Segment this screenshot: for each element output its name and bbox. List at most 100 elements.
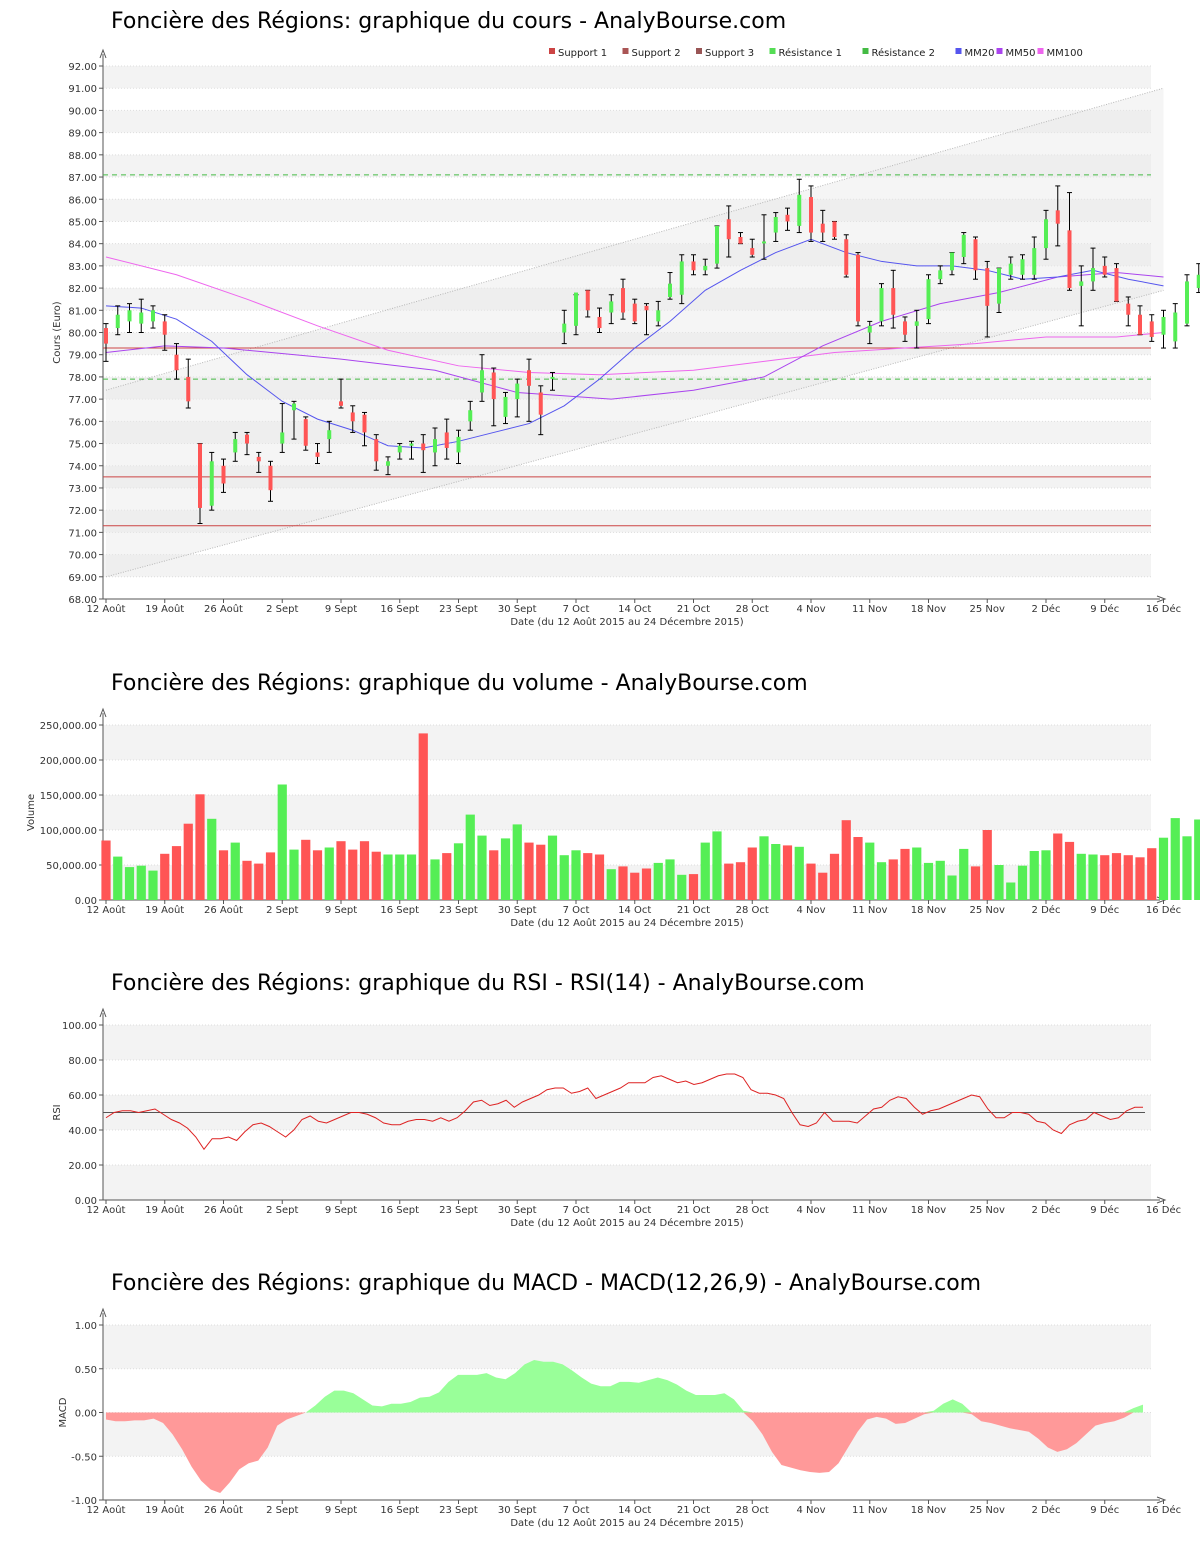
y-tick-label: 81.00 — [68, 306, 97, 317]
y-tick-label: 87.00 — [68, 173, 97, 184]
x-tick-label: 9 Déc — [1090, 603, 1119, 615]
volume-bar — [818, 872, 828, 900]
volume-bar — [536, 844, 546, 900]
y-tick-label: 83.00 — [68, 262, 97, 273]
candle-body — [151, 310, 155, 322]
grid-band — [103, 1165, 1151, 1200]
y-axis-label: Cours (Euro) — [52, 301, 63, 364]
x-tick-label: 21 Oct — [677, 1205, 710, 1216]
y-tick-label: 72.00 — [68, 506, 97, 517]
volume-bar — [430, 859, 440, 900]
candle-body — [268, 465, 273, 491]
x-axis-arrow — [1156, 595, 1167, 603]
volume-bar — [1158, 837, 1169, 900]
volume-bar — [406, 854, 417, 900]
volume-bar — [829, 853, 840, 900]
candle-body — [1055, 210, 1060, 224]
grid-band — [103, 243, 1151, 266]
x-tick-label: 16 Déc — [1146, 1504, 1181, 1516]
volume-bar — [994, 865, 1004, 900]
candle-body — [444, 432, 449, 448]
rsi-panel: Foncière des Régions: graphique du RSI -… — [0, 960, 1200, 1240]
y-tick-label: 80.00 — [68, 1056, 97, 1067]
candle-body — [797, 194, 802, 226]
x-tick-label: 25 Nov — [970, 604, 1006, 615]
x-tick-label: 11 Nov — [852, 905, 888, 916]
candle-body — [785, 214, 790, 222]
volume-bar — [1147, 848, 1157, 900]
y-tick-label: 89.00 — [68, 129, 97, 140]
candle-body — [1114, 268, 1119, 302]
volume-bar — [653, 862, 663, 900]
x-tick-label: 2 Sept — [266, 1505, 298, 1516]
candle-body — [550, 376, 555, 379]
x-tick-label: 16 Sept — [380, 905, 419, 916]
candle-body — [738, 237, 743, 244]
candle-body — [1008, 263, 1013, 275]
grid-band — [103, 66, 1151, 89]
volume-bar — [500, 838, 511, 900]
legend-swatch — [622, 48, 629, 54]
x-tick-label: 28 Oct — [736, 905, 769, 916]
volume-bar — [1088, 854, 1098, 900]
grid-band — [103, 376, 1151, 400]
candle-body — [773, 217, 778, 233]
volume-bar — [113, 856, 123, 900]
macd-panel: Foncière des Régions: graphique du MACD … — [0, 1260, 1200, 1545]
candle-body — [715, 225, 719, 264]
volume-bar — [923, 862, 934, 900]
price-panel: Foncière des Régions: graphique du cours… — [0, 0, 1200, 640]
volume-bar — [418, 733, 428, 900]
y-tick-label: 70.00 — [68, 551, 97, 562]
volume-bar — [160, 853, 170, 900]
x-tick-label: 19 Août — [145, 1504, 184, 1516]
candle-body — [104, 328, 108, 344]
grid-band — [103, 725, 1151, 760]
volume-bar — [1170, 818, 1180, 900]
x-tick-label: 26 Août — [204, 1204, 243, 1216]
x-tick-label: 18 Nov — [911, 905, 947, 916]
candle-body — [879, 288, 884, 322]
x-tick-label: 9 Sept — [325, 1505, 357, 1516]
candle-body — [115, 314, 120, 329]
candle-body — [914, 321, 919, 326]
x-tick-label: 21 Oct — [677, 905, 710, 916]
candle-body — [950, 252, 954, 271]
volume-bar — [630, 872, 640, 900]
volume-bar — [1041, 850, 1051, 900]
candle-body — [480, 370, 484, 393]
volume-bar — [336, 841, 346, 900]
x-tick-label: 28 Oct — [736, 604, 769, 615]
candle-body — [609, 301, 614, 313]
volume-bar — [970, 866, 981, 900]
volume-bar — [395, 854, 405, 900]
candle-body — [409, 443, 414, 446]
candle-body — [139, 312, 144, 324]
volume-bar — [254, 863, 264, 900]
candle-body — [339, 401, 343, 406]
y-axis-arrow — [99, 707, 107, 718]
y-tick-label: 0.00 — [75, 896, 97, 907]
volume-bar — [136, 865, 146, 900]
y-axis-label: MACD — [58, 1397, 69, 1427]
legend-label: Résistance 1 — [779, 47, 842, 59]
x-tick-label: 30 Sept — [498, 905, 537, 916]
y-tick-label: 68.00 — [68, 595, 97, 606]
candle-body — [327, 430, 332, 440]
x-tick-label: 23 Sept — [439, 1205, 478, 1216]
grid-band — [103, 1325, 1151, 1369]
volume-bar — [477, 835, 487, 900]
grid-band — [103, 288, 1151, 311]
legend-swatch — [862, 48, 869, 54]
y-tick-label: 77.00 — [68, 395, 97, 406]
volume-bar — [665, 859, 675, 900]
candle-body — [691, 261, 696, 271]
volume-bar — [1076, 853, 1086, 900]
x-tick-label: 2 Déc — [1032, 904, 1061, 916]
volume-bar — [583, 853, 593, 900]
candle-body — [1149, 321, 1154, 337]
volume-bar — [876, 862, 887, 900]
volume-bar — [712, 831, 722, 900]
y-tick-label: 92.00 — [68, 62, 97, 73]
grid-band — [103, 795, 1151, 830]
